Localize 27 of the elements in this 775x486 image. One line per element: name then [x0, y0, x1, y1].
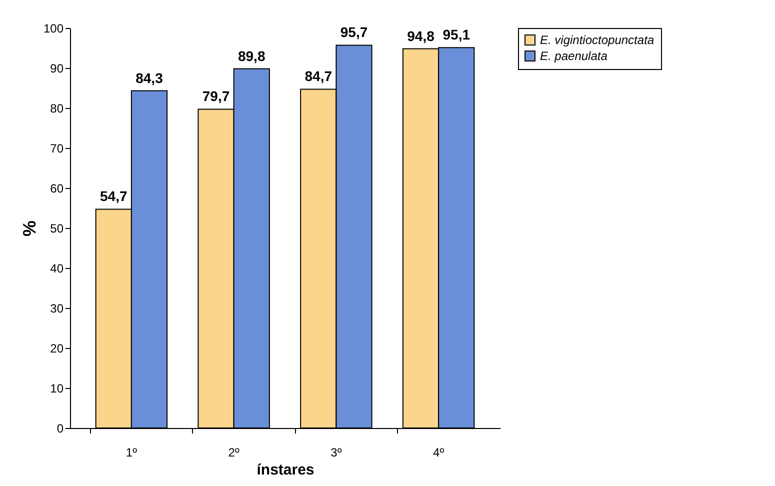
data-label: 95,1 — [442, 26, 470, 43]
x-tick-label: 2º — [228, 446, 240, 460]
y-tick-label: 40 — [50, 262, 64, 276]
legend-label: E. vigintioctopunctata — [540, 33, 654, 47]
y-tick-label: 90 — [50, 62, 64, 76]
data-label: 79,7 — [202, 88, 230, 104]
y-tick-label: 20 — [50, 342, 64, 356]
y-tick-label: 60 — [50, 182, 64, 196]
y-tick-label: 50 — [50, 222, 64, 236]
y-tick-label: 30 — [50, 302, 64, 316]
legend-label: E. paenulata — [540, 49, 608, 63]
y-tick-label: 100 — [43, 22, 64, 36]
y-tick-label: 10 — [50, 382, 64, 396]
x-axis-title: ínstares — [256, 462, 314, 478]
y-tick-label: 0 — [56, 422, 64, 436]
y-axis-title: % — [19, 220, 40, 237]
data-label: 84,7 — [304, 68, 332, 84]
data-label: 95,7 — [340, 24, 368, 40]
data-label: 54,7 — [100, 188, 128, 204]
x-tick-label: 1º — [126, 446, 138, 460]
data-label: 84,3 — [136, 70, 164, 86]
x-tick-label: 3º — [330, 446, 342, 460]
y-tick-label: 70 — [50, 142, 64, 156]
data-label: 89,8 — [238, 48, 266, 64]
y-tick-label: 80 — [50, 102, 64, 116]
x-tick-label: 4º — [433, 446, 445, 460]
data-label: 94,8 — [407, 28, 435, 44]
